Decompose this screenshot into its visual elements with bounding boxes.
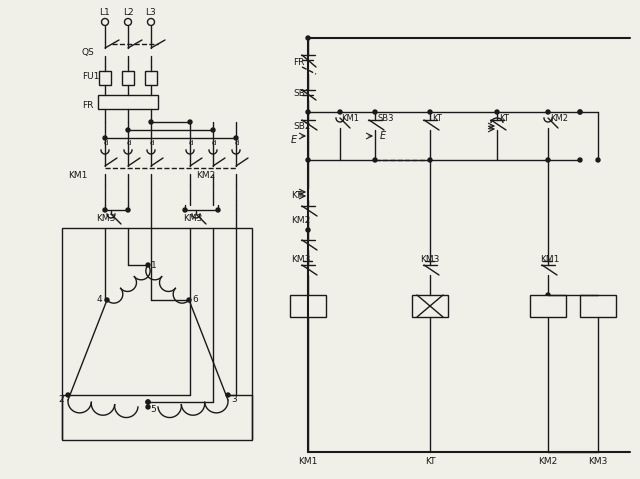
Circle shape <box>546 293 550 297</box>
Circle shape <box>146 400 150 404</box>
Circle shape <box>306 110 310 114</box>
Text: KM3: KM3 <box>420 255 440 264</box>
Bar <box>412 295 448 317</box>
Circle shape <box>306 158 310 162</box>
Text: KM2: KM2 <box>550 114 568 123</box>
Text: KM3: KM3 <box>588 457 608 467</box>
Circle shape <box>596 158 600 162</box>
Text: d: d <box>127 140 131 146</box>
Circle shape <box>234 136 238 140</box>
Text: FR: FR <box>293 57 305 67</box>
Text: d: d <box>235 140 239 146</box>
Text: d: d <box>104 140 108 146</box>
Circle shape <box>428 158 432 162</box>
Circle shape <box>495 110 499 114</box>
Text: FU1: FU1 <box>82 71 99 80</box>
Circle shape <box>126 208 130 212</box>
Circle shape <box>306 228 310 232</box>
Circle shape <box>428 110 432 114</box>
Circle shape <box>306 36 310 40</box>
Text: KM1: KM1 <box>540 255 559 264</box>
Text: E: E <box>380 131 386 141</box>
Text: L1: L1 <box>100 8 110 16</box>
Text: KM2: KM2 <box>196 171 215 180</box>
Text: SB2: SB2 <box>293 122 310 130</box>
Text: L2: L2 <box>123 8 133 16</box>
Circle shape <box>188 120 192 124</box>
Text: KT: KT <box>291 191 301 199</box>
Text: KM3: KM3 <box>291 255 310 264</box>
Bar <box>145 71 157 85</box>
Text: KM1: KM1 <box>298 457 317 467</box>
Circle shape <box>373 110 377 114</box>
Circle shape <box>146 263 150 267</box>
Circle shape <box>103 136 107 140</box>
Text: 6: 6 <box>192 296 198 305</box>
Circle shape <box>183 208 187 212</box>
Text: d: d <box>212 140 216 146</box>
Text: KM3: KM3 <box>183 214 202 223</box>
Circle shape <box>578 110 582 114</box>
Text: 4: 4 <box>97 296 102 305</box>
Circle shape <box>146 400 150 404</box>
Text: KM1: KM1 <box>68 171 88 180</box>
Circle shape <box>187 298 191 302</box>
Text: d: d <box>150 140 154 146</box>
Circle shape <box>216 208 220 212</box>
Bar <box>290 295 326 317</box>
Circle shape <box>126 128 130 132</box>
Circle shape <box>578 110 582 114</box>
Text: E: E <box>291 135 297 145</box>
Circle shape <box>578 158 582 162</box>
Circle shape <box>103 208 107 212</box>
Circle shape <box>105 298 109 302</box>
Text: L3: L3 <box>146 8 156 16</box>
Text: KM2: KM2 <box>538 457 557 467</box>
Circle shape <box>226 393 230 397</box>
Text: SB1: SB1 <box>293 89 310 98</box>
Bar <box>98 95 158 109</box>
Text: KT: KT <box>425 457 435 467</box>
Circle shape <box>146 405 150 409</box>
Text: d: d <box>189 140 193 146</box>
Circle shape <box>338 110 342 114</box>
Text: KM2: KM2 <box>291 216 310 225</box>
Text: FR: FR <box>82 101 93 110</box>
Text: KT: KT <box>432 114 442 123</box>
Bar <box>62 228 252 440</box>
Text: KM3: KM3 <box>96 214 115 223</box>
Bar <box>580 295 616 317</box>
Bar <box>530 295 566 317</box>
Text: 1: 1 <box>151 261 157 270</box>
Text: 2: 2 <box>58 396 63 404</box>
Circle shape <box>546 110 550 114</box>
Text: SB3: SB3 <box>377 114 394 123</box>
Text: KM1: KM1 <box>341 114 359 123</box>
Circle shape <box>373 158 377 162</box>
Text: 5: 5 <box>150 406 156 414</box>
Text: 3: 3 <box>231 396 237 404</box>
Text: QS: QS <box>82 47 95 57</box>
Circle shape <box>211 128 215 132</box>
Bar <box>122 71 134 85</box>
Circle shape <box>66 393 70 397</box>
Text: KT: KT <box>499 114 509 123</box>
Circle shape <box>149 120 153 124</box>
Circle shape <box>546 158 550 162</box>
Bar <box>99 71 111 85</box>
